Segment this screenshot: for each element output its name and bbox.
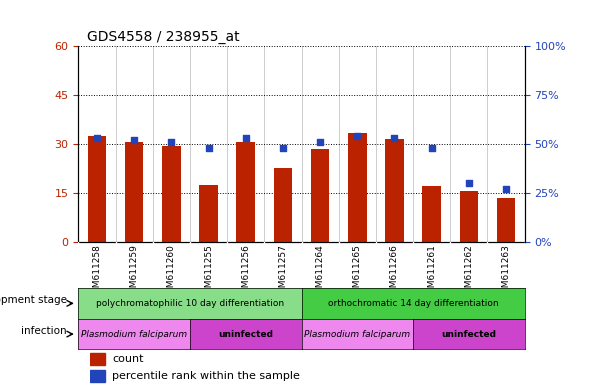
Text: percentile rank within the sample: percentile rank within the sample [112,371,300,381]
Point [130,137,139,143]
Text: infection: infection [21,326,66,336]
Point [166,139,176,145]
Bar [125,142,144,242]
Text: count: count [112,354,144,364]
Bar [422,187,441,242]
Text: uninfected: uninfected [218,329,273,339]
Text: GDS4558 / 238955_at: GDS4558 / 238955_at [87,30,240,44]
Bar [274,169,292,242]
Bar [497,198,516,242]
Text: GSM611262: GSM611262 [464,244,473,299]
Point [204,145,213,151]
Bar [236,142,255,242]
Text: GSM611256: GSM611256 [241,244,250,299]
Point [315,139,325,145]
Point [92,135,102,141]
Text: Plasmodium falciparum: Plasmodium falciparum [305,329,410,339]
Text: uninfected: uninfected [441,329,496,339]
Text: GSM611264: GSM611264 [315,244,324,299]
Text: GSM611257: GSM611257 [279,244,288,299]
Bar [87,136,106,242]
Bar [90,353,105,365]
Point [278,145,288,151]
Bar [162,146,181,242]
Text: development stage: development stage [0,295,66,305]
Text: GSM611266: GSM611266 [390,244,399,299]
Text: GSM611259: GSM611259 [130,244,139,299]
Text: GSM611258: GSM611258 [92,244,101,299]
Text: orthochromatic 14 day differentiation: orthochromatic 14 day differentiation [328,299,498,308]
Text: GSM611261: GSM611261 [427,244,436,299]
Point [241,135,251,141]
Text: GSM611265: GSM611265 [353,244,362,299]
Text: polychromatophilic 10 day differentiation: polychromatophilic 10 day differentiatio… [96,299,284,308]
Bar [199,185,218,242]
Point [464,180,474,186]
Point [501,186,511,192]
Point [352,133,362,139]
Bar [348,132,367,242]
Bar [459,191,478,242]
Bar [90,370,105,382]
Point [390,135,399,141]
Bar [385,139,404,242]
Point [427,145,437,151]
Text: GSM611260: GSM611260 [167,244,176,299]
Text: GSM611263: GSM611263 [502,244,511,299]
Text: GSM611255: GSM611255 [204,244,213,299]
Bar [311,149,329,242]
Text: Plasmodium falciparum: Plasmodium falciparum [81,329,187,339]
